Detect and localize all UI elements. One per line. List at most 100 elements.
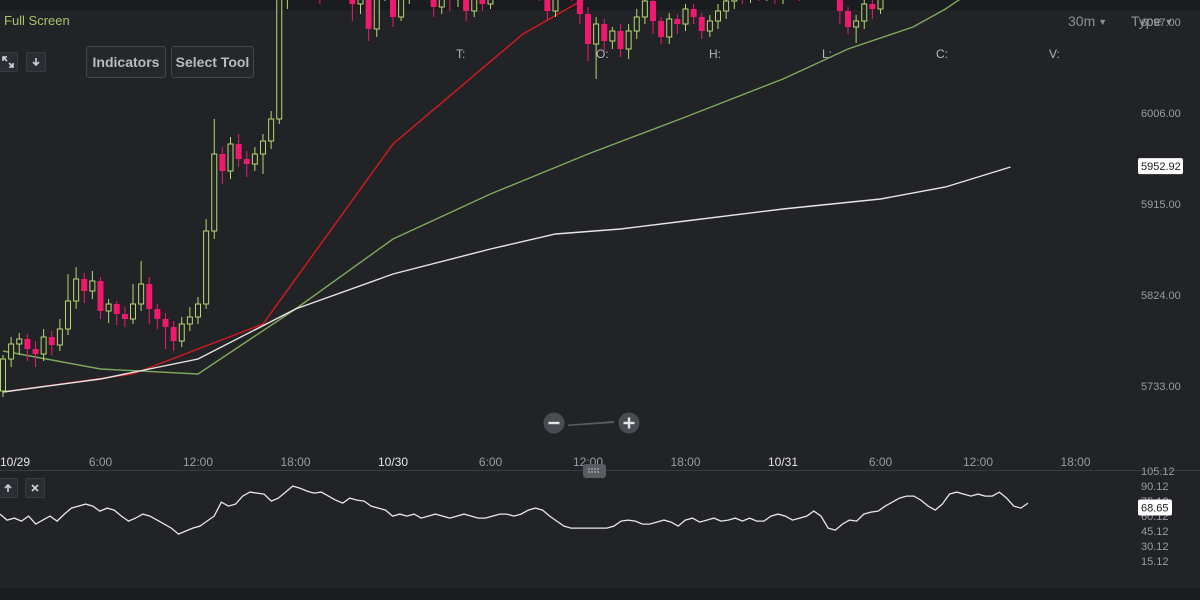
- oscillator-tick-label: 45.12: [1141, 526, 1169, 538]
- candle: [430, 0, 437, 17]
- candle: [130, 284, 136, 324]
- candle: [449, 0, 451, 11]
- oscillator-tick-label: 30.12: [1141, 541, 1169, 553]
- candle: [674, 14, 681, 34]
- time-tick-label: 6:00: [478, 455, 503, 469]
- candle: [741, 0, 743, 4]
- candle: [715, 4, 721, 29]
- candle: [121, 307, 128, 327]
- candle: [357, 0, 364, 14]
- oscillator-line: [0, 485, 1029, 535]
- time-tick-label: 12:00: [182, 455, 214, 469]
- candle: [758, 0, 760, 1]
- plus-icon[interactable]: [618, 412, 640, 434]
- candle: [243, 151, 250, 177]
- time-tick-label: 6:00: [88, 455, 113, 469]
- candle: [162, 313, 169, 349]
- zoom-control[interactable]: [540, 410, 645, 436]
- chevron-down-icon: ▼: [1164, 17, 1174, 27]
- download-icon[interactable]: [26, 52, 46, 72]
- candle: [782, 0, 784, 4]
- candle: [682, 4, 689, 31]
- top-strip: [0, 0, 1200, 10]
- candle: [723, 0, 730, 19]
- candle: [609, 27, 616, 49]
- zoom-slider[interactable]: [568, 421, 614, 426]
- candle: [138, 261, 145, 311]
- candle: [219, 147, 226, 184]
- candle: [113, 301, 120, 325]
- oscillator-tick-label: 90.12: [1141, 481, 1169, 493]
- time-tick-label: 10/29: [0, 455, 31, 469]
- candle: [463, 0, 470, 21]
- candle: [89, 271, 96, 299]
- candle: [408, 0, 410, 4]
- candle: [0, 355, 6, 397]
- arrow-up-icon[interactable]: [0, 478, 18, 498]
- candle: [576, 0, 583, 24]
- candle: [552, 0, 559, 17]
- timeframe-label: 30m: [1068, 13, 1096, 29]
- candle: [666, 13, 673, 44]
- minus-icon[interactable]: [543, 412, 565, 434]
- ohlc-close-label: C:: [936, 47, 948, 61]
- indicators-button[interactable]: Indicators: [86, 46, 166, 78]
- candle: [349, 0, 356, 21]
- price-badges: 6359.616173.176144.675952.92: [1138, 158, 1183, 175]
- oscillator-tick-label: 105.12: [1141, 466, 1175, 478]
- candle: [203, 219, 210, 309]
- candle: [178, 317, 185, 347]
- candle: [235, 134, 242, 167]
- price-chart[interactable]: 6279.006188.006097.006006.005915.005824.…: [0, 0, 1200, 470]
- oscillator-badge: 68.65: [1138, 499, 1172, 516]
- candle: [97, 277, 104, 319]
- svg-text:5952.92: 5952.92: [1141, 161, 1181, 173]
- moving-average-line: [2, 166, 1011, 393]
- time-tick-label: 6:00: [868, 455, 893, 469]
- ohlc-open-label: O:: [596, 47, 609, 61]
- candle: [479, 0, 486, 11]
- moving-average-line: [2, 0, 961, 375]
- time-tick-label: 10/31: [767, 455, 799, 469]
- candle: [593, 17, 600, 79]
- chart-type-dropdown[interactable]: Type ▼: [1131, 13, 1173, 29]
- candle: [625, 24, 632, 59]
- candle: [227, 137, 234, 179]
- candle: [845, 7, 851, 34]
- candle: [706, 15, 713, 37]
- candle: [186, 307, 193, 331]
- timeframe-dropdown[interactable]: 30m ▼: [1068, 13, 1107, 29]
- select-tool-button[interactable]: Select Tool: [171, 46, 254, 78]
- price-tick-label: 5915.00: [1141, 199, 1181, 211]
- candle: [319, 0, 321, 4]
- close-icon[interactable]: [25, 478, 45, 498]
- price-tick-label: 5824.00: [1141, 290, 1181, 302]
- candle: [798, 0, 800, 1]
- ohlc-volume-label: V:: [1049, 47, 1060, 61]
- candle: [56, 319, 63, 351]
- candle: [211, 119, 218, 239]
- candle: [750, 0, 751, 3]
- candle: [32, 341, 39, 367]
- candle: [146, 277, 153, 324]
- candle: [633, 9, 640, 39]
- candle: [384, 0, 386, 1]
- candle: [538, 0, 540, 1]
- candle: [373, 0, 380, 37]
- candle: [260, 134, 266, 174]
- moving-average-line: [2, 0, 585, 393]
- ma-white-badge: 5952.92: [1138, 158, 1183, 175]
- candle: [16, 333, 23, 355]
- candle: [641, 0, 648, 24]
- ohlc-high-label: H:: [709, 47, 721, 61]
- fullscreen-link[interactable]: Full Screen: [4, 13, 70, 28]
- candle: [48, 331, 55, 355]
- candle: [105, 299, 112, 323]
- time-tick-label: 18:00: [1060, 455, 1091, 469]
- candle: [398, 0, 405, 21]
- candle: [877, 0, 884, 14]
- drag-handle-icon[interactable]: [583, 464, 606, 478]
- expand-icon[interactable]: [0, 52, 18, 72]
